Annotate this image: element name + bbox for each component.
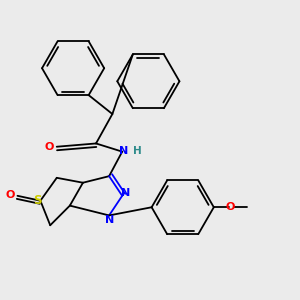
Text: S: S xyxy=(34,194,42,207)
Text: O: O xyxy=(226,202,235,212)
Text: N: N xyxy=(118,146,128,156)
Text: N: N xyxy=(106,215,115,225)
Text: O: O xyxy=(6,190,15,200)
Text: O: O xyxy=(45,142,54,152)
Text: H: H xyxy=(133,146,142,156)
Text: N: N xyxy=(122,188,131,198)
